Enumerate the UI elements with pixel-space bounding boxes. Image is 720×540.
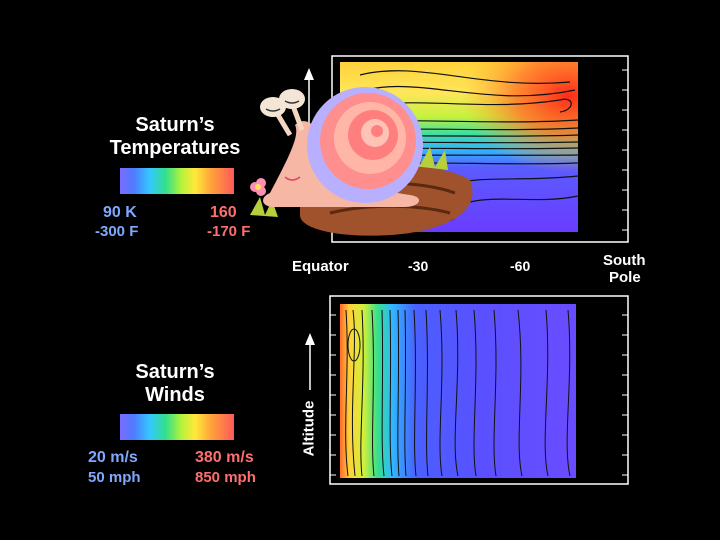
wind-right-ticks [622,314,628,476]
snail-body [263,121,420,207]
wind-altitude-arrow [305,333,315,390]
wind-left-ticks [330,314,336,476]
x-tick-minus-60: -60 [510,258,531,274]
wind-title-line2: Winds [145,384,205,406]
temperature-legend: Saturn’s Temperatures [100,114,250,160]
temperature-right-ticks [622,69,628,231]
wind-high-value-mph: 850 mph [195,469,256,486]
temperature-title-line2: Temperatures [109,137,241,159]
temperature-title-line1: Saturn’s [135,114,215,136]
wind-low-value-mph: 50 mph [88,469,141,486]
temperature-high-value-f: -170 F [207,223,251,240]
wind-title-line1: Saturn’s [135,361,215,383]
wind-legend: Saturn’s Winds [100,361,250,407]
x-tick-equator: Equator [292,258,349,275]
wind-heatmap [340,304,576,478]
wind-plot [305,295,629,485]
wind-low-value: 20 m/s [88,449,138,466]
wind-y-axis-label: Altitude [300,400,318,457]
x-tick-minus-30: -30 [408,258,429,274]
wind-contours [345,309,571,477]
temperature-low-value: 90 K [103,204,137,221]
x-end-label-pole: Pole [609,269,641,286]
wind-high-value: 380 m/s [195,449,254,466]
wind-plot-frame [329,295,629,485]
snail-illustration [250,87,473,236]
wind-color-scale [120,414,234,440]
temperature-color-scale [120,168,234,194]
temperature-low-value-f: -300 F [95,223,139,240]
x-end-label-south: South [603,252,646,269]
temperature-high-value: 160 [210,204,237,221]
